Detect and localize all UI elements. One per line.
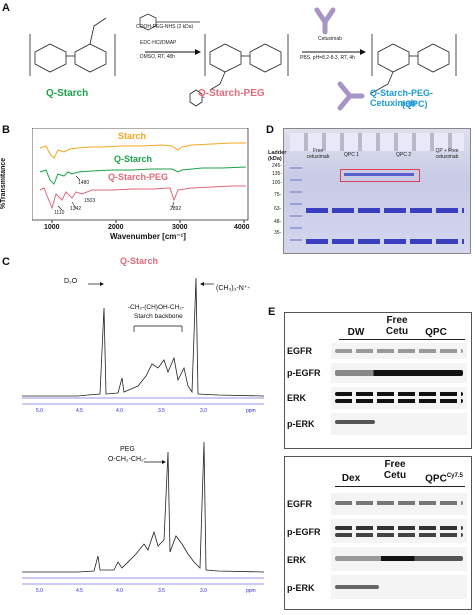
gel-marker-75: 75-: [274, 192, 282, 198]
panel-c-label: C: [2, 256, 10, 268]
ftir-annotation-1503: 1503: [84, 198, 96, 204]
blot1-row-p-egfr: p-EGFR: [287, 368, 321, 378]
ftir-tick-2000: 2000: [108, 224, 124, 231]
nmr-axis1-ppm: ppm: [246, 408, 256, 414]
blot1-row-p-erk: p-ERK: [287, 419, 315, 429]
gel-band-row-63: [306, 208, 464, 213]
ftir-legend-q-starch-peg: Q-Starch-PEG: [108, 172, 169, 182]
panel-e-label: E: [268, 306, 276, 318]
blot1-row-egfr: EGFR: [287, 346, 313, 356]
ftir-annotation-2892: 2892: [170, 206, 182, 212]
antibody-icon-bottom: [337, 81, 365, 111]
gel-marker-245: 245-: [272, 163, 283, 169]
panel-d-label: D: [266, 124, 274, 136]
starch-structure-2: [189, 34, 289, 107]
ftir-series-q-starch-peg: [39, 185, 246, 210]
peg-reagent-structure: [139, 13, 200, 31]
gel-marker-100: 100-: [272, 180, 283, 186]
ftir-chart: [32, 128, 249, 223]
ftir-annotation-1480: 1480: [78, 180, 90, 186]
blot2-row-p-egfr: p-EGFR: [287, 527, 321, 537]
nmr-axis2-tick-4: 3.0: [200, 588, 207, 594]
gel-band-row-25: [306, 239, 464, 244]
nmr-axis1-tick-0: 5.0: [36, 408, 43, 414]
starch-structure-3: [369, 34, 457, 95]
nmr-backbone-line1: -CH₂-(CH)OH-CH₂-: [128, 304, 184, 311]
nmr-axis2-ppm: ppm: [246, 588, 256, 594]
blot1-header-free-cetu: Free Cetu: [385, 315, 409, 337]
panel-a-label: A: [2, 2, 10, 14]
blot2-row-p-erk: p-ERK: [287, 583, 315, 593]
gel-marker-135: 135-: [272, 171, 283, 177]
gel-lane-qp-free: QP + Free cetuximab: [435, 148, 459, 160]
nmr-axis1-tick-1: 4.5: [76, 408, 83, 414]
gel-marker-35: 35-: [274, 230, 282, 236]
reagent-dmso-label: DMSO, RT, 48h: [140, 54, 175, 60]
nmr-axis1-tick-2: 4.0: [116, 408, 123, 414]
nmr-spectrum-1: [22, 277, 265, 405]
western-blot-2: Dex Free Cetu QPCCy7.5 EGFR p-EGFR ERK p…: [284, 456, 472, 610]
gel-lane-qpc2: QPC 2: [396, 152, 412, 158]
gel-lane-free-cetuximab: Free cetuximab: [306, 148, 330, 160]
nmr-backbone-line2: Starch backbone: [134, 313, 183, 320]
ftir-legend-starch: Starch: [118, 131, 147, 141]
qpc-title-line1: Q-Starch-PEG-Cetuximab: [370, 88, 434, 108]
panel-b-label: B: [2, 124, 10, 136]
ftir-series-q-starch: [39, 166, 247, 185]
sds-gel: [283, 128, 471, 254]
blot2-row-egfr: EGFR: [287, 499, 313, 509]
qpc-title-line2: (QPC): [402, 99, 428, 109]
ftir-tick-1000: 1000: [44, 224, 60, 231]
gel-marker-63: 63-: [274, 206, 282, 212]
ftir-annotation-1342: 1342: [70, 206, 82, 212]
blot1-row-erk: ERK: [287, 393, 307, 403]
ftir-tick-4000: 4000: [234, 224, 250, 231]
q-starch-peg-title: Q-Starch-PEG: [198, 88, 265, 99]
ftir-ylabel: %Transmitance: [0, 157, 8, 210]
blot2-header-cy-sup: Cy7.5: [446, 473, 463, 479]
blot2-header-free-cetu: Free Cetu: [383, 459, 407, 481]
reagent-pbs-label: PBS, pH=8.2-8.3, RT, 4h: [300, 55, 355, 61]
gel-ladder-header: Ladder (kDa): [268, 150, 287, 162]
nmr-axis2-tick-2: 4.0: [116, 588, 123, 594]
nmr-axis1-tick-4: 3.0: [200, 408, 207, 414]
blot2-header-dex: Dex: [341, 473, 361, 484]
blot2-header-qpc: QPCCy7.5: [425, 473, 463, 485]
antibody-icon-top: [314, 7, 336, 35]
blot2-row-erk: ERK: [287, 555, 307, 565]
gel-highlight-box: [340, 169, 420, 182]
gel-ladder-bands: [290, 167, 302, 247]
reagent-edc-label: EDC·HCl/DMAP: [140, 40, 177, 46]
nmr-axis2-tick-1: 4.5: [76, 588, 83, 594]
gel-lane-qpc1: QPC 1: [344, 152, 360, 158]
gel-marker-48: 48-: [274, 219, 282, 225]
blot1-header-qpc: QPC: [425, 327, 447, 338]
nmr-peg-formula: O-CH₂-CH₂-: [108, 456, 147, 463]
nmr-methyl-label: (CH₃)₃-N⁺-: [216, 285, 250, 292]
nmr-d2o-label: D₂O: [64, 278, 78, 285]
blot1-header-dw: DW: [347, 327, 365, 338]
nmr-title-q-starch: Q-Starch: [120, 256, 159, 266]
ftir-tick-3000: 3000: [172, 224, 188, 231]
ftir-xlabel: Wavenumber [cm⁻¹]: [110, 232, 186, 241]
reagent-cetuximab-label: Cetuximab: [318, 36, 342, 42]
ftir-annotation-1110: 1110: [54, 210, 65, 216]
ftir-series-starch: [39, 142, 246, 159]
ftir-legend-q-starch: Q-Starch: [114, 154, 153, 164]
nmr-peg-label: PEG: [120, 446, 135, 453]
panel-a-scheme: [29, 7, 457, 111]
starch-structure-1: [29, 17, 116, 76]
nmr-axis2-tick-3: 3.5: [158, 588, 165, 594]
nmr-axis2-tick-0: 5.0: [36, 588, 43, 594]
nmr-axis1-tick-3: 3.5: [158, 408, 165, 414]
q-starch-title: Q-Starch: [46, 88, 89, 99]
nmr-spectrum-2: [22, 441, 265, 585]
reagent-peg-label: COOH-PEG-NHS (2 kDa): [136, 24, 194, 30]
western-blot-1: DW Free Cetu QPC EGFR p-EGFR ERK p-ERK: [284, 312, 472, 449]
